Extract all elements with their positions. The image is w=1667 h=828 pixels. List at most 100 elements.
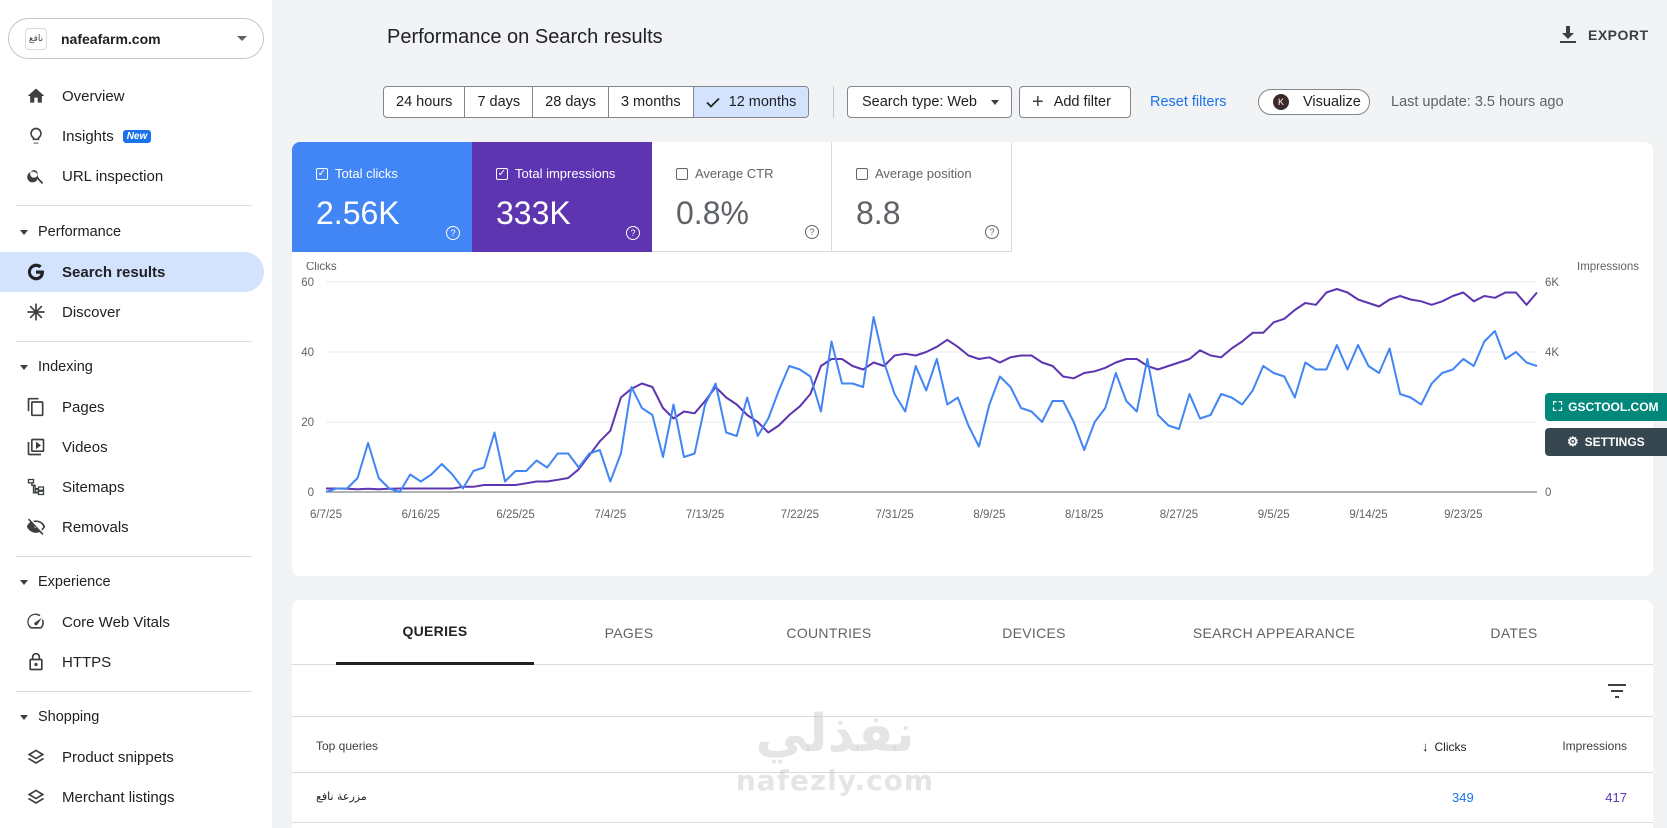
layers-icon xyxy=(26,787,46,807)
range-7-days[interactable]: 7 days xyxy=(465,87,534,117)
sidebar-item-insights[interactable]: Insights New xyxy=(0,116,264,156)
settings-button[interactable]: ⚙ SETTINGS xyxy=(1545,428,1667,456)
visualize-button[interactable]: K Visualize xyxy=(1258,89,1370,115)
table-filter-row xyxy=(292,665,1653,717)
sidebar-item-overview[interactable]: Overview xyxy=(0,76,264,116)
range-24-hours[interactable]: 24 hours xyxy=(384,87,466,117)
tab-devices[interactable]: DEVICES xyxy=(1002,624,1066,641)
sidebar-item-removals[interactable]: Removals xyxy=(0,507,264,547)
tab-queries[interactable]: QUERIES xyxy=(336,600,534,665)
table-header: Top queries ↓ Clicks Impressions xyxy=(292,717,1653,773)
filter-icon[interactable] xyxy=(1607,683,1627,699)
sidebar-item-label: Videos xyxy=(62,438,108,456)
metric-label: Average position xyxy=(875,166,972,181)
sidebar-item-label: Insights xyxy=(62,127,114,145)
sidebar-item-product-snippets[interactable]: Product snippets xyxy=(0,737,264,777)
x-tick-label: 8/27/25 xyxy=(1160,509,1198,521)
tab-dates[interactable]: DATES xyxy=(1490,624,1538,641)
help-icon[interactable]: ? xyxy=(985,225,999,239)
table-row[interactable]: مزرعة نافع 349 417 xyxy=(292,773,1653,823)
metric-label: Total impressions xyxy=(515,166,616,181)
sidebar-item-label: Overview xyxy=(62,87,125,105)
sidebar: نافع nafeafarm.com Overview Insights New… xyxy=(0,0,272,828)
x-tick-label: 9/5/25 xyxy=(1258,509,1290,521)
range-28-days[interactable]: 28 days xyxy=(533,87,609,117)
results-table-card: QUERIES PAGES COUNTRIES DEVICES SEARCH A… xyxy=(292,600,1653,828)
sidebar-item-search-results[interactable]: Search results xyxy=(0,252,264,292)
export-button[interactable]: EXPORT xyxy=(1560,26,1649,44)
x-tick-label: 8/9/25 xyxy=(973,509,1005,521)
metric-average-ctr[interactable]: Average CTR 0.8% ? xyxy=(652,142,832,252)
dimension-tabs: QUERIES PAGES COUNTRIES DEVICES SEARCH A… xyxy=(292,600,1653,665)
gauge-icon xyxy=(26,612,46,632)
metric-average-position[interactable]: Average position 8.8 ? xyxy=(832,142,1012,252)
divider xyxy=(16,205,252,206)
lock-icon xyxy=(26,652,46,672)
impressions-cell: 417 xyxy=(1605,790,1627,805)
checkbox-checked-icon[interactable]: ✓ xyxy=(496,167,508,180)
sidebar-item-url-inspection[interactable]: URL inspection xyxy=(0,156,264,196)
column-header-clicks[interactable]: ↓ Clicks xyxy=(1422,739,1467,754)
sidebar-item-discover[interactable]: Discover xyxy=(0,292,264,332)
sidebar-item-label: Product snippets xyxy=(62,748,174,766)
section-indexing[interactable]: Indexing xyxy=(0,352,264,382)
metric-total-impressions[interactable]: ✓ Total impressions 333K ? xyxy=(472,142,652,252)
toolbar-separator xyxy=(833,86,834,118)
expand-icon: ⛶ xyxy=(1553,399,1563,414)
sidebar-item-sitemaps[interactable]: Sitemaps xyxy=(0,467,264,507)
sidebar-item-label: Discover xyxy=(62,303,121,321)
range-label: 12 months xyxy=(728,94,797,110)
sidebar-item-core-web-vitals[interactable]: Core Web Vitals xyxy=(0,602,264,642)
y-right-tick-label: 0 xyxy=(1545,487,1551,499)
google-g-icon xyxy=(26,262,46,282)
checkbox-checked-icon[interactable]: ✓ xyxy=(316,167,328,180)
tab-search-appearance[interactable]: SEARCH APPEARANCE xyxy=(1192,624,1356,641)
x-tick-label: 9/23/25 xyxy=(1444,509,1482,521)
performance-chart[interactable]: Clicks Impressions 60 40 20 0 6K 4K 0 6/7/25 6/16/… xyxy=(292,262,1653,572)
page-title: Performance on Search results xyxy=(387,26,663,48)
performance-card: ✓ Total clicks 2.56K ? ✓ Total impressions… xyxy=(292,142,1653,576)
x-tick-label: 6/7/25 xyxy=(310,509,342,521)
metric-value: 2.56K xyxy=(316,195,400,231)
add-filter-button[interactable]: + Add filter xyxy=(1019,86,1131,118)
section-shopping[interactable]: Shopping xyxy=(0,702,264,732)
arrow-down-icon: ↓ xyxy=(1422,739,1429,754)
sidebar-item-label: Search results xyxy=(62,263,166,281)
gsctool-button[interactable]: ⛶ GSCTOOL.COM xyxy=(1545,393,1667,421)
sidebar-item-videos[interactable]: Videos xyxy=(0,427,264,467)
column-header-label: Clicks xyxy=(1434,739,1467,754)
reset-filters-link[interactable]: Reset filters xyxy=(1150,94,1227,110)
section-title: Experience xyxy=(38,574,111,590)
sidebar-item-label: Merchant listings xyxy=(62,788,175,806)
sidebar-item-https[interactable]: HTTPS xyxy=(0,642,264,682)
sidebar-item-label: Sitemaps xyxy=(62,478,125,496)
last-update-text: Last update: 3.5 hours ago xyxy=(1391,94,1564,110)
search-type-label: Search type: Web xyxy=(862,94,977,110)
checkbox-unchecked-icon[interactable] xyxy=(856,167,868,180)
help-icon[interactable]: ? xyxy=(805,225,819,239)
help-icon[interactable]: ? xyxy=(626,226,640,240)
x-tick-label: 7/31/25 xyxy=(875,509,913,521)
help-icon[interactable]: ? xyxy=(446,226,460,240)
x-tick-label: 8/18/25 xyxy=(1065,509,1103,521)
metric-total-clicks[interactable]: ✓ Total clicks 2.56K ? xyxy=(292,142,472,252)
property-selector[interactable]: نافع nafeafarm.com xyxy=(8,18,264,59)
visualize-logo-icon: K xyxy=(1273,94,1289,110)
metric-value: 333K xyxy=(496,195,571,231)
column-header-impressions[interactable]: Impressions xyxy=(1562,739,1627,753)
column-header-query[interactable]: Top queries xyxy=(316,739,379,753)
tab-countries[interactable]: COUNTRIES xyxy=(786,624,872,641)
y-axis-right-title: Impressions xyxy=(1577,262,1639,273)
section-experience[interactable]: Experience xyxy=(0,567,264,597)
divider xyxy=(16,691,252,692)
checkbox-unchecked-icon[interactable] xyxy=(676,167,688,180)
y-left-tick-label: 60 xyxy=(301,277,314,289)
metric-label: Total clicks xyxy=(335,166,398,181)
section-performance[interactable]: Performance xyxy=(0,217,264,247)
range-12-months[interactable]: 12 months xyxy=(693,87,809,117)
range-3-months[interactable]: 3 months xyxy=(609,87,694,117)
search-type-dropdown[interactable]: Search type: Web xyxy=(847,86,1012,118)
sidebar-item-merchant-listings[interactable]: Merchant listings xyxy=(0,777,264,817)
sidebar-item-pages[interactable]: Pages xyxy=(0,387,264,427)
tab-pages[interactable]: PAGES xyxy=(604,624,654,641)
